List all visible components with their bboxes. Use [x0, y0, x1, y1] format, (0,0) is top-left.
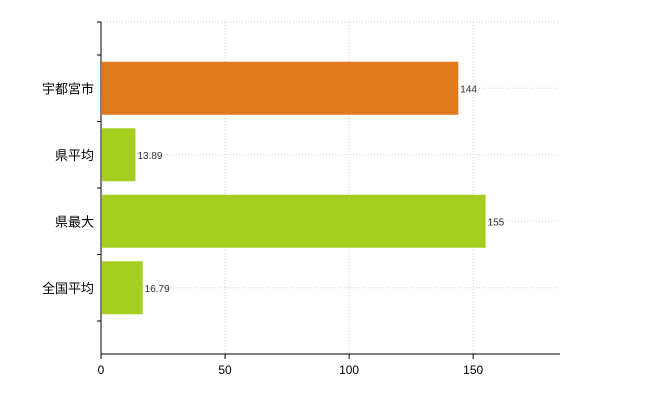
data-label: 144: [460, 84, 477, 95]
bar: [102, 194, 486, 248]
bars: [102, 61, 486, 315]
data-label: 13.89: [137, 151, 162, 162]
category-label: 県平均: [55, 149, 94, 164]
bar: [102, 128, 136, 182]
bar: [102, 261, 143, 315]
labels: 0 50 100 150 宇都宮市 144 県平均 13.89 県最大 155 全国平均 16.79: [42, 81, 505, 377]
grid-lines: [101, 21, 560, 354]
category-label: 県最大: [55, 215, 94, 230]
axes: [97, 21, 560, 359]
x-tick-label: 150: [463, 363, 483, 377]
x-tick-label: 0: [98, 363, 105, 377]
category-label: 宇都宮市: [42, 81, 94, 97]
bar: [102, 61, 459, 115]
category-label: 全国平均: [42, 281, 94, 297]
data-label: 16.79: [145, 284, 170, 295]
data-label: 155: [488, 217, 505, 228]
x-tick-label: 50: [218, 363, 232, 377]
x-tick-label: 100: [339, 363, 359, 377]
